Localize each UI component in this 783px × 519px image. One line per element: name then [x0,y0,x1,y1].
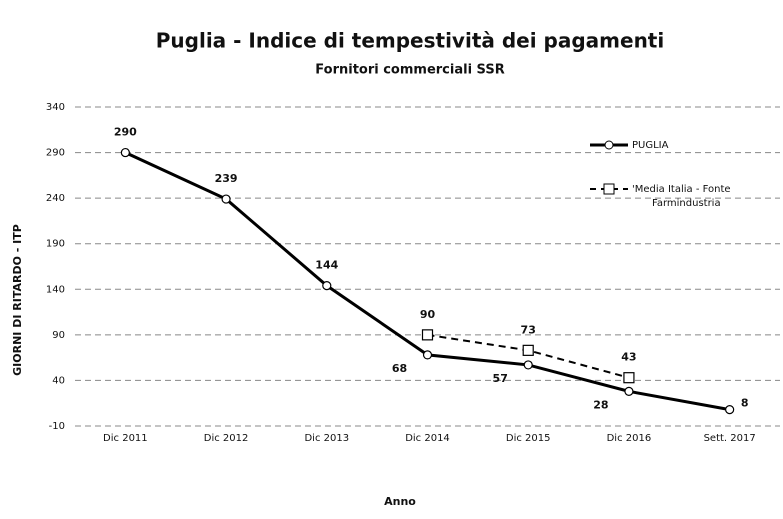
point-marker [624,386,634,396]
data-label: 57 [493,372,508,385]
data-label: 43 [621,351,636,364]
y-tick-label: 40 [52,375,65,386]
data-label: 239 [215,172,238,185]
point-marker [120,147,130,158]
point-marker [421,329,434,341]
chart-subtitle: Fornitori commerciali SSR [315,63,504,78]
data-label: 73 [521,323,536,336]
y-tick-label: 190 [46,239,65,250]
x-tick-label: Dic 2013 [304,433,349,444]
data-label: 144 [315,259,338,272]
x-tick-label: Sett. 2017 [704,433,756,444]
x-tick-label: Dic 2015 [506,433,551,444]
data-label: 90 [420,308,436,321]
y-tick-label: 290 [46,148,65,159]
point-marker [522,344,534,356]
data-label: 68 [392,362,407,375]
y-tick-label: -10 [49,421,65,432]
x-tick-label: Dic 2011 [103,433,148,444]
point-marker [523,360,533,370]
data-label: 8 [741,397,749,410]
point-marker [422,350,433,360]
x-tick-label: Dic 2016 [607,433,652,444]
y-tick-label: 140 [46,284,65,295]
legend-marker [603,183,615,195]
point-marker [221,194,231,204]
legend-label: 'Media Italia - Fonte Farmindustria [632,184,731,209]
point-marker [623,372,635,384]
data-label: 290 [114,126,137,139]
point-marker [322,281,332,291]
data-label: 28 [593,398,608,411]
x-tick-label: Dic 2014 [405,433,450,444]
point-marker [725,404,735,415]
chart-title: Puglia - Indice di tempestività dei paga… [156,29,664,53]
y-tick-label: 340 [46,102,65,113]
x-tick-label: Dic 2012 [204,433,249,444]
y-tick-label: 240 [46,193,65,204]
y-axis-label: GIORNI DI RITARDO - ITP [11,224,24,376]
legend-label: PUGLIA [632,140,669,151]
x-axis-label: Anno [384,495,416,508]
legend-marker [604,140,614,150]
y-tick-label: 90 [52,330,65,341]
